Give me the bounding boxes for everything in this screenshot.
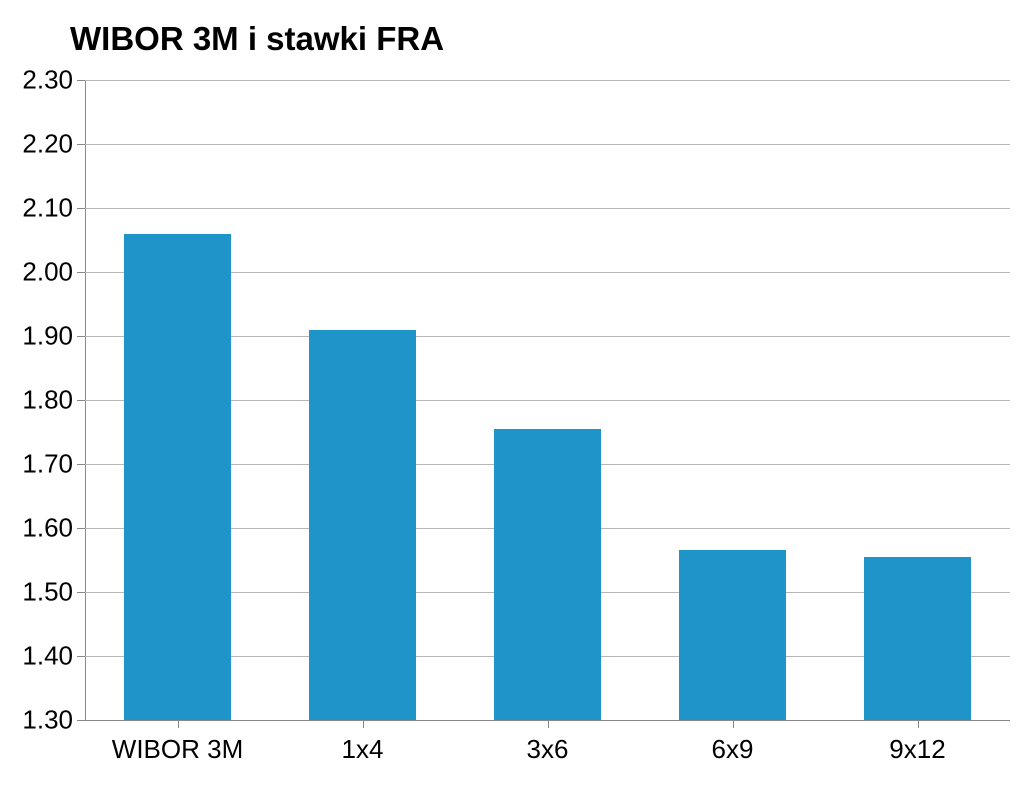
y-tick-mark (77, 80, 85, 81)
y-tick-mark (77, 656, 85, 657)
y-tick-label: 2.00 (22, 257, 73, 288)
y-tick-mark (77, 272, 85, 273)
x-tick-label: 6x9 (712, 734, 754, 765)
chart-title: WIBOR 3M i stawki FRA (70, 20, 444, 58)
bar (679, 550, 786, 720)
bar (309, 330, 416, 720)
x-tick-label: WIBOR 3M (112, 734, 243, 765)
y-tick-mark (77, 528, 85, 529)
y-tick-mark (77, 144, 85, 145)
y-tick-mark (77, 400, 85, 401)
gridline (85, 208, 1010, 209)
x-tick-mark (363, 720, 364, 728)
y-tick-mark (77, 464, 85, 465)
y-tick-label: 1.90 (22, 321, 73, 352)
x-tick-mark (918, 720, 919, 728)
x-tick-mark (733, 720, 734, 728)
y-tick-mark (77, 720, 85, 721)
x-tick-label: 9x12 (889, 734, 945, 765)
y-tick-label: 1.50 (22, 577, 73, 608)
y-tick-label: 2.10 (22, 193, 73, 224)
x-tick-label: 1x4 (342, 734, 384, 765)
y-tick-label: 2.20 (22, 129, 73, 160)
x-tick-label: 3x6 (527, 734, 569, 765)
gridline (85, 80, 1010, 81)
bar (864, 557, 971, 720)
bar (494, 429, 601, 720)
y-tick-label: 2.30 (22, 65, 73, 96)
plot-area (85, 80, 1010, 720)
x-tick-mark (548, 720, 549, 728)
y-tick-mark (77, 592, 85, 593)
y-tick-label: 1.30 (22, 705, 73, 736)
bar (124, 234, 231, 720)
y-tick-mark (77, 208, 85, 209)
chart-container: WIBOR 3M i stawki FRA 1.30 1.40 1.50 1.60 1.… (0, 0, 1024, 797)
y-tick-mark (77, 336, 85, 337)
y-tick-label: 1.80 (22, 385, 73, 416)
y-tick-label: 1.60 (22, 513, 73, 544)
x-tick-mark (178, 720, 179, 728)
y-tick-label: 1.70 (22, 449, 73, 480)
gridline (85, 144, 1010, 145)
y-tick-label: 1.40 (22, 641, 73, 672)
